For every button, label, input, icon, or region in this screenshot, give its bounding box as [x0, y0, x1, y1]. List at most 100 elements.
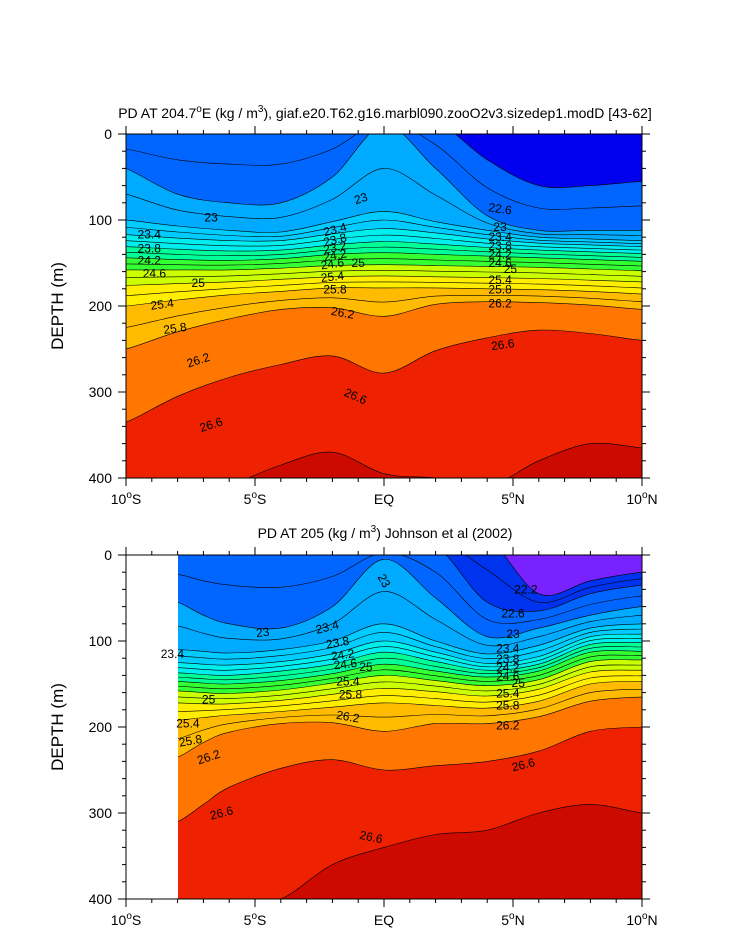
isopycnal-minor — [126, 294, 642, 328]
contour-label-text: 23 — [506, 627, 520, 641]
contour-label: 23 — [352, 190, 369, 208]
isopycnal-23-4 — [178, 623, 642, 655]
contour-label: 23.8 — [488, 239, 512, 253]
contour-label: 26.6 — [358, 828, 384, 847]
isopycnal-23-8 — [126, 228, 642, 248]
contour-label-text: 24.6 — [333, 656, 358, 672]
contour-label: 25 — [352, 256, 366, 270]
contour-label-text: 23.4 — [161, 647, 185, 661]
isopycnal-minor — [178, 591, 642, 647]
contour-label-text: 23.8 — [496, 652, 520, 666]
contour-label-text: 25 — [359, 660, 373, 674]
contour-label-text: 26.6 — [510, 755, 536, 774]
bottom-panel-contour-lines — [178, 555, 642, 899]
contour-label-text: 24.6 — [143, 266, 167, 280]
contour-label-text: 25 — [192, 276, 206, 290]
isopycnal-minor — [178, 688, 642, 739]
contour-label-text: 23.4 — [488, 230, 512, 244]
contour-label-text: 23.8 — [325, 634, 351, 652]
isopycnal-minor — [178, 654, 642, 690]
x-tick-label: 10oN — [626, 490, 657, 507]
contour-label-text: 25.8 — [488, 283, 512, 297]
contour-label: 23.4 — [138, 228, 162, 242]
contour-label: 22.2 — [514, 582, 538, 596]
isopycnal-minor — [126, 246, 642, 258]
isopycnal-25 — [178, 659, 642, 694]
isopycnal-26-2 — [178, 696, 642, 758]
y-tick-label: 100 — [89, 633, 113, 649]
contour-label-text: 23.8 — [322, 230, 348, 249]
isopycnal-23-8 — [178, 633, 642, 666]
contour-label: 23 — [375, 572, 394, 591]
contour-label: 25.4 — [336, 674, 360, 688]
contour-label-text: 24.6 — [488, 256, 512, 270]
contour-label: 25 — [192, 276, 206, 290]
isopycnal-minor — [126, 269, 642, 278]
contour-label-text: 24.6 — [496, 669, 520, 683]
contour-label: 22.6 — [488, 200, 513, 217]
contour-label-text: 25.8 — [162, 320, 187, 337]
isopycnal-24-6 — [178, 650, 642, 685]
contour-label-text: 23.4 — [496, 642, 520, 656]
bottom-panel-contour-fill — [178, 555, 642, 899]
y-tick-label: 0 — [104, 547, 112, 563]
contour-label: 23.4 — [496, 642, 520, 656]
contour-label-text: 25 — [202, 693, 216, 707]
contour-label: 23.4 — [488, 230, 512, 244]
isopycnal-minor — [178, 637, 642, 671]
density-band-27 — [280, 804, 642, 899]
x-tick-label: 5oN — [501, 490, 524, 507]
contour-label-text: 23 — [493, 220, 507, 234]
y-tick-label: 400 — [89, 891, 113, 907]
contour-label: 26.6 — [208, 803, 234, 822]
contour-label-text: 25 — [352, 256, 366, 270]
contour-label-text: 24.2 — [496, 661, 520, 675]
contour-label: 26.2 — [496, 718, 520, 732]
contour-label-text: 23.8 — [138, 241, 162, 255]
contour-label-text: 22.6 — [488, 200, 513, 217]
x-tick-label: 10oS — [111, 490, 141, 507]
contour-label: 25 — [512, 676, 526, 690]
contour-label: 23 — [493, 220, 507, 234]
contour-label: 24.2 — [496, 661, 520, 675]
top-panel-contour-lines — [126, 134, 642, 478]
isopycnal-25-8 — [178, 681, 642, 721]
contour-label: 26.2 — [488, 296, 512, 310]
contour-label: 25.8 — [488, 283, 512, 297]
contour-label: 24.2 — [322, 246, 348, 264]
contour-label: 25 — [202, 693, 216, 707]
contour-label: 24.2 — [138, 253, 162, 267]
x-tick-label: 5oS — [244, 490, 267, 507]
contour-label: 25.4 — [488, 273, 512, 287]
contour-label-text: 24.2 — [330, 646, 355, 663]
contour-label: 23 — [204, 210, 218, 224]
contour-label: 25.8 — [496, 699, 520, 713]
contour-label-text: 26.2 — [488, 296, 512, 310]
contour-label: 25.4 — [176, 717, 200, 731]
contour-label-text: 26.6 — [490, 336, 515, 353]
isopycnal-25-4 — [126, 275, 642, 286]
contour-label: 26.6 — [490, 336, 515, 353]
isopycnal-minor — [178, 664, 642, 700]
contour-label-text: 23 — [375, 572, 394, 591]
top-panel: PD AT 204.7oE (kg / m3), giaf.e20.T62.g1… — [48, 104, 658, 507]
y-tick-label: 400 — [89, 470, 113, 486]
isopycnal-minor — [126, 234, 642, 251]
isopycnal-22-2 — [503, 555, 642, 596]
contour-label: 24.6 — [488, 256, 512, 270]
isopycnal-minor — [126, 168, 642, 236]
isopycnal-minor — [178, 646, 642, 681]
contour-label-text: 25.8 — [339, 687, 363, 701]
isopycnal-24-6 — [126, 252, 642, 262]
contour-label: 26.6 — [510, 755, 536, 774]
isopycnal-minor — [178, 628, 642, 660]
x-tick-label: EQ — [374, 912, 394, 928]
contour-label: 23.8 — [138, 241, 162, 255]
contour-label-text: 24.2 — [322, 246, 348, 264]
y-tick-label: 0 — [104, 126, 112, 142]
isopycnal-minor — [178, 675, 642, 712]
isopycnal-23-4 — [126, 211, 642, 241]
contour-label: 25 — [504, 262, 518, 276]
bottom-panel-axes: 0 100 200 300 400 10oS 5oS EQ 5oN 10oN — [89, 547, 658, 928]
